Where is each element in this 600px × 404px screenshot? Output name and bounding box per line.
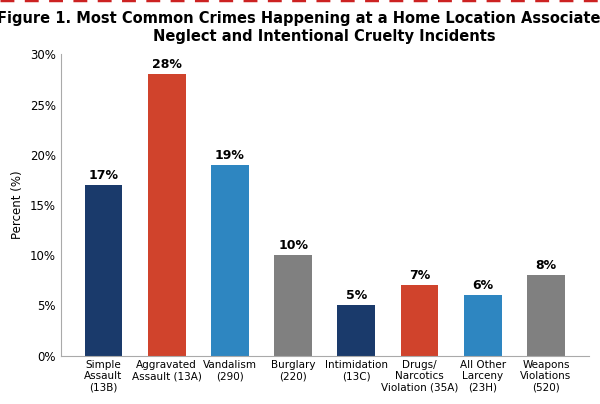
Text: 19%: 19%: [215, 149, 245, 162]
Text: 7%: 7%: [409, 269, 430, 282]
Bar: [274, 255, 312, 356]
Title: Figure 1. Most Common Crimes Happening at a Home Location Associated with
Neglec: Figure 1. Most Common Crimes Happening a…: [0, 11, 600, 44]
Bar: [85, 185, 122, 356]
Bar: [337, 305, 375, 356]
Y-axis label: Percent (%): Percent (%): [11, 170, 24, 239]
Bar: [401, 285, 439, 356]
Text: 10%: 10%: [278, 239, 308, 252]
Bar: [464, 295, 502, 356]
Text: 28%: 28%: [152, 59, 182, 72]
Text: 17%: 17%: [89, 169, 119, 182]
Text: 6%: 6%: [472, 279, 493, 292]
Bar: [148, 74, 185, 356]
Text: 5%: 5%: [346, 289, 367, 302]
Text: 8%: 8%: [535, 259, 556, 272]
Bar: [527, 275, 565, 356]
Bar: [211, 165, 249, 356]
